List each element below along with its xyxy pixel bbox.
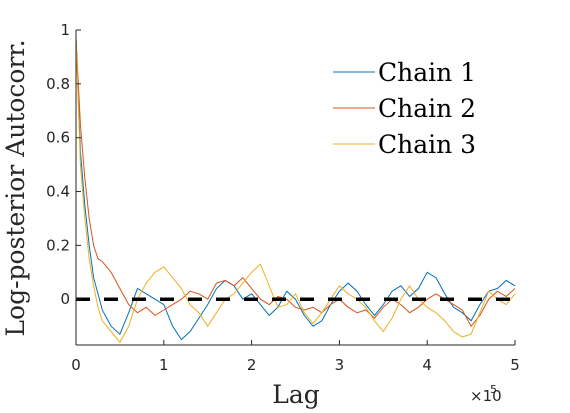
x-tick-group: 0 1 2 3 4 5	[71, 340, 520, 374]
y-tick-label: 1	[60, 21, 70, 39]
series-layer	[75, 38, 516, 344]
y-axis-label: Log-posterior Autocorr.	[1, 39, 30, 336]
y-tick-group: 0 0.2 0.4 0.6 0.8 1	[46, 21, 81, 308]
y-tick-label: 0.4	[46, 183, 70, 201]
series-line-2	[75, 38, 516, 328]
legend: Chain 1 Chain 2 Chain 3	[333, 58, 476, 159]
x-tick-label: 1	[159, 356, 169, 374]
x-tick-label: 3	[335, 356, 345, 374]
x-tick-label: 5	[510, 356, 520, 374]
x-tick-label: 2	[247, 356, 257, 374]
legend-label-1: Chain 1	[378, 58, 476, 87]
series-line-3	[75, 38, 516, 344]
x-exponent-power: 5	[490, 383, 497, 396]
y-tick-label: 0.2	[46, 236, 70, 254]
y-tick-label: 0	[60, 290, 70, 308]
x-tick-label: 4	[422, 356, 432, 374]
x-axis-label: Lag	[272, 380, 320, 409]
x-tick-label: 0	[71, 356, 81, 374]
y-tick-label: 0.6	[46, 129, 70, 147]
y-tick-label: 0.8	[46, 75, 70, 93]
plot-area	[76, 30, 515, 345]
legend-label-3: Chain 3	[378, 130, 476, 159]
x-exponent-label: ×10	[470, 387, 502, 405]
legend-label-2: Chain 2	[378, 94, 476, 123]
